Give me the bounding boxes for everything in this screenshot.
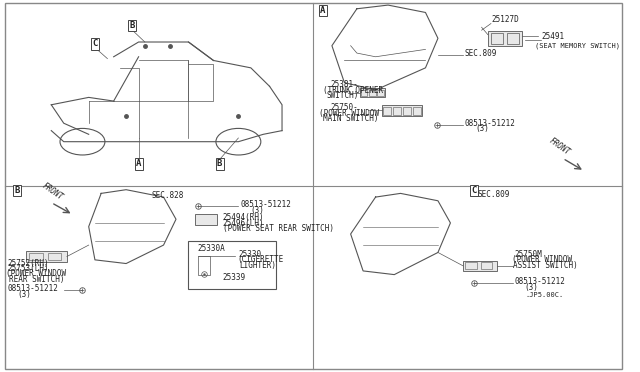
Text: B: B [217,159,222,169]
Text: B: B [130,21,135,30]
Text: LIGHTER): LIGHTER) [239,261,276,270]
Bar [198,256,211,275]
Bar [369,90,376,96]
Text: B: B [14,186,20,195]
Bar [393,107,401,115]
Text: FRONT: FRONT [547,137,571,157]
Text: ASSIST SWITCH): ASSIST SWITCH) [513,261,577,270]
Text: (POWER WINDOW: (POWER WINDOW [319,109,380,118]
Text: (SEAT MEMORY SWITCH): (SEAT MEMORY SWITCH) [535,42,620,49]
Bar [360,88,385,97]
Bar [413,107,421,115]
Text: SWITCH): SWITCH) [327,91,359,100]
Text: 25339: 25339 [223,273,246,282]
Text: SEC.809: SEC.809 [464,49,497,58]
Bar [481,262,492,269]
Text: (CIGERETTE: (CIGERETTE [237,256,284,264]
Text: 25330A: 25330A [198,244,225,253]
Text: (POWER WINDOW: (POWER WINDOW [511,256,572,264]
Text: 25752(RH): 25752(RH) [8,259,49,268]
Text: FRONT: FRONT [40,182,64,202]
Text: 25753(LH): 25753(LH) [8,264,49,273]
Text: (TRUNK OPENER: (TRUNK OPENER [323,86,383,94]
Bar [491,33,504,44]
Text: 08513-51212: 08513-51212 [240,200,291,209]
Bar [463,260,497,271]
Text: SEC.809: SEC.809 [477,190,509,199]
Text: 25496(LH): 25496(LH) [223,218,264,228]
Bar [29,253,42,260]
Text: 25330: 25330 [238,250,262,259]
Text: 08513-51212: 08513-51212 [8,284,58,293]
Text: (3): (3) [524,283,538,292]
Bar [488,31,522,46]
Text: C: C [472,186,477,195]
Text: 08513-51212: 08513-51212 [514,277,565,286]
Bar [383,107,391,115]
Text: C: C [92,39,98,48]
Text: 25491: 25491 [541,32,564,41]
Bar [189,241,276,289]
Bar [195,214,216,225]
Bar [506,33,519,44]
Text: SEC.828: SEC.828 [151,191,184,200]
Text: (POWER SEAT REAR SWITCH): (POWER SEAT REAR SWITCH) [223,224,334,233]
Text: .JP5.00C.: .JP5.00C. [525,292,563,298]
Text: (3): (3) [251,206,265,215]
Bar [465,262,477,269]
Bar [361,90,367,96]
Bar [26,251,67,262]
Text: 25494(RH): 25494(RH) [223,213,264,222]
Text: 25750M: 25750M [514,250,542,259]
Text: 08513-51212: 08513-51212 [465,119,516,128]
Text: 25381-: 25381- [330,80,358,89]
Text: MAIN SWITCH): MAIN SWITCH) [323,114,378,124]
Text: A: A [320,6,325,15]
Bar [378,90,384,96]
Bar [403,107,411,115]
Text: REAR SWITCH): REAR SWITCH) [9,275,65,284]
Bar [382,105,422,116]
Bar [47,253,61,260]
Text: 25750-: 25750- [330,103,358,112]
Text: (POWER WINDOW: (POWER WINDOW [6,269,67,279]
Text: 25127D: 25127D [491,15,518,24]
Text: (3): (3) [476,124,489,133]
Text: (3): (3) [17,290,31,299]
Text: A: A [136,159,141,169]
